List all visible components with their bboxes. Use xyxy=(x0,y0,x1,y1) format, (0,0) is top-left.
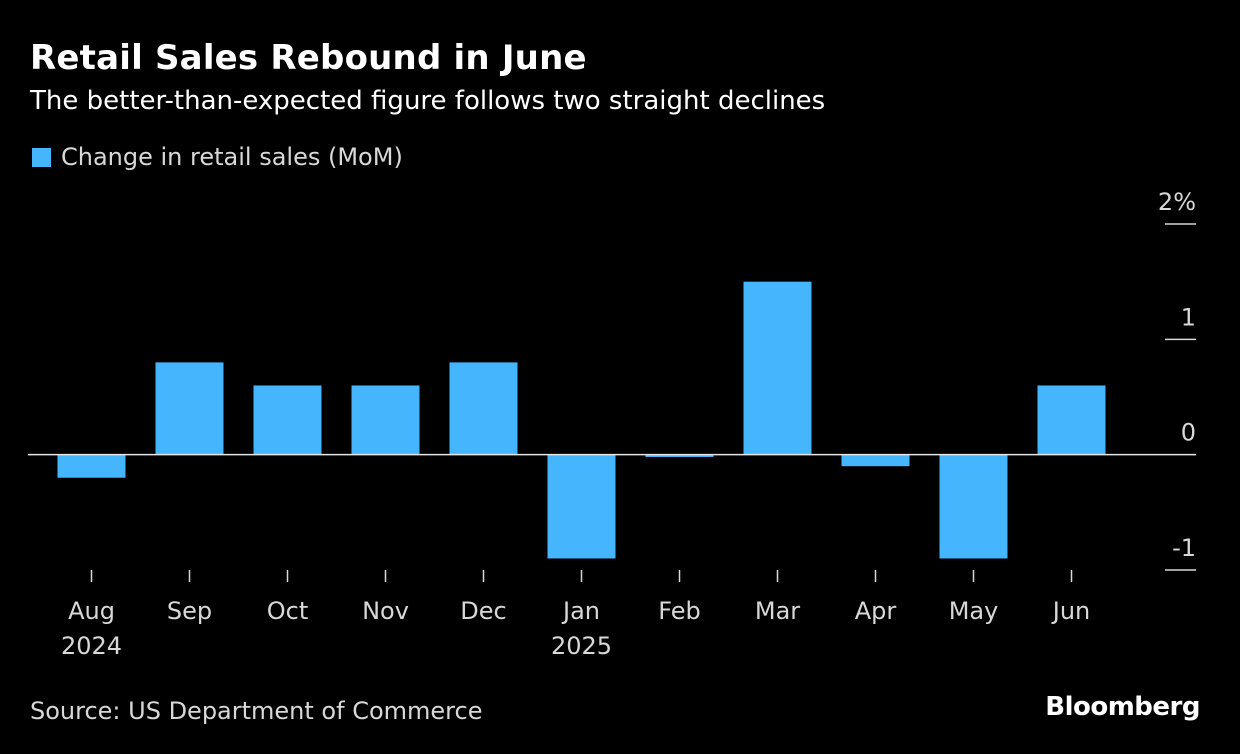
bar xyxy=(1037,385,1106,455)
legend-swatch xyxy=(32,147,51,167)
x-tick-label: Oct xyxy=(267,597,309,625)
x-tick-label: Dec xyxy=(460,597,506,625)
y-tick-label: -1 xyxy=(1172,534,1196,562)
legend: Change in retail sales (MoM) xyxy=(32,143,403,171)
bar xyxy=(645,454,714,457)
x-tick-label: May xyxy=(949,597,999,625)
bar xyxy=(547,454,616,559)
bar xyxy=(351,385,420,455)
x-tick-label: Jan xyxy=(561,597,600,625)
y-tick-label: 0 xyxy=(1181,419,1196,447)
chart-subtitle: The better-than-expected figure follows … xyxy=(30,86,826,116)
x-tick-label: Aug xyxy=(68,597,115,625)
y-tick-label: 2% xyxy=(1158,188,1196,216)
x-year-label: 2024 xyxy=(61,632,122,660)
x-tick-label: Sep xyxy=(167,597,212,625)
x-year-label: 2025 xyxy=(551,632,612,660)
bar xyxy=(841,454,910,467)
legend-label: Change in retail sales (MoM) xyxy=(61,143,403,171)
x-tick-label: Mar xyxy=(755,597,800,625)
bar xyxy=(743,281,812,455)
chart-title: Retail Sales Rebound in June xyxy=(30,38,587,78)
bloomberg-logo: Bloomberg xyxy=(1045,692,1200,722)
x-tick-label: Jun xyxy=(1051,597,1091,625)
x-tick-label: Feb xyxy=(658,597,701,625)
bar xyxy=(57,454,126,478)
bar xyxy=(253,385,322,455)
x-tick-label: Nov xyxy=(362,597,409,625)
y-tick-label: 1 xyxy=(1181,303,1196,331)
source-note: Source: US Department of Commerce xyxy=(30,697,483,725)
bar xyxy=(155,362,224,455)
x-tick-label: Apr xyxy=(855,597,897,625)
bar xyxy=(939,454,1008,559)
bar xyxy=(449,362,518,455)
